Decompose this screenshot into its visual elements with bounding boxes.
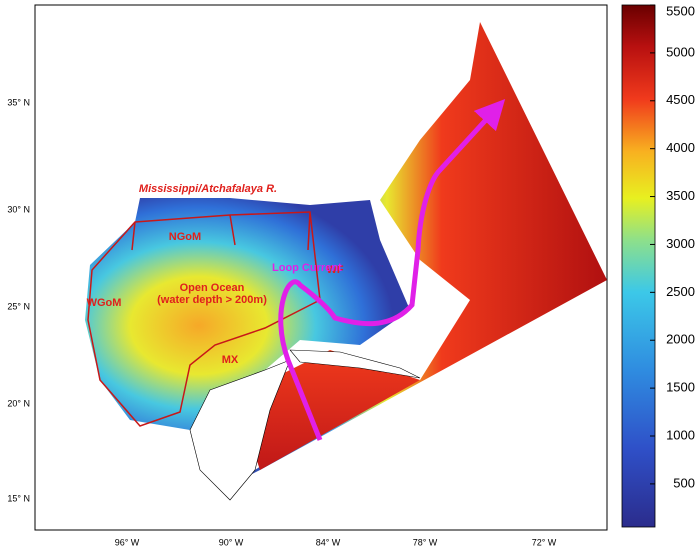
yucatan [189, 359, 291, 501]
colorbar-tick-label: 4500 [666, 92, 695, 107]
lon-label: 72° W [532, 537, 557, 547]
colorbar-tick-label: 500 [673, 475, 695, 490]
lon-label: 78° W [413, 537, 438, 547]
gulf-of-mexico [85, 198, 410, 430]
colorbar-tick-label: 1000 [666, 427, 695, 442]
cuba [289, 349, 421, 379]
colorbar-tick-label: 4000 [666, 140, 695, 155]
region-label: Open Ocean [180, 282, 245, 294]
lon-label: 96° W [115, 537, 140, 547]
colorbar-tick-label: 2500 [666, 284, 695, 299]
atlantic-ocean [240, 22, 607, 480]
region-label: MX [222, 354, 239, 366]
colorbar-tick-label: 3500 [666, 188, 695, 203]
region-label: WGoM [87, 297, 122, 309]
lat-label: 30° N [7, 204, 30, 214]
lat-label: 25° N [7, 301, 30, 311]
colorbar [621, 4, 656, 528]
lon-label: 90° W [219, 537, 244, 547]
lat-label: 35° N [7, 97, 30, 107]
river-label: Mississippi/Atchafalaya R. [139, 183, 277, 195]
lat-label: 15° N [7, 493, 30, 503]
region-label: NGoM [169, 231, 201, 243]
region-outline [87, 211, 321, 427]
current-label: Loop Current [272, 262, 342, 274]
region-label: WF [326, 264, 343, 276]
caribbean-sea [250, 350, 420, 470]
lat-label: 20° N [7, 398, 30, 408]
colorbar-tick-label: 3000 [666, 236, 695, 251]
colorbar-tick-label: 5500 [666, 3, 695, 18]
loop-current-arrow [278, 98, 506, 441]
colorbar-tick-label: 5000 [666, 44, 695, 59]
lon-label: 84° W [316, 537, 341, 547]
colorbar-tick-label: 2000 [666, 332, 695, 347]
colorbar-tick-label: 1500 [666, 380, 695, 395]
region-label: (water depth > 200m) [157, 294, 267, 306]
